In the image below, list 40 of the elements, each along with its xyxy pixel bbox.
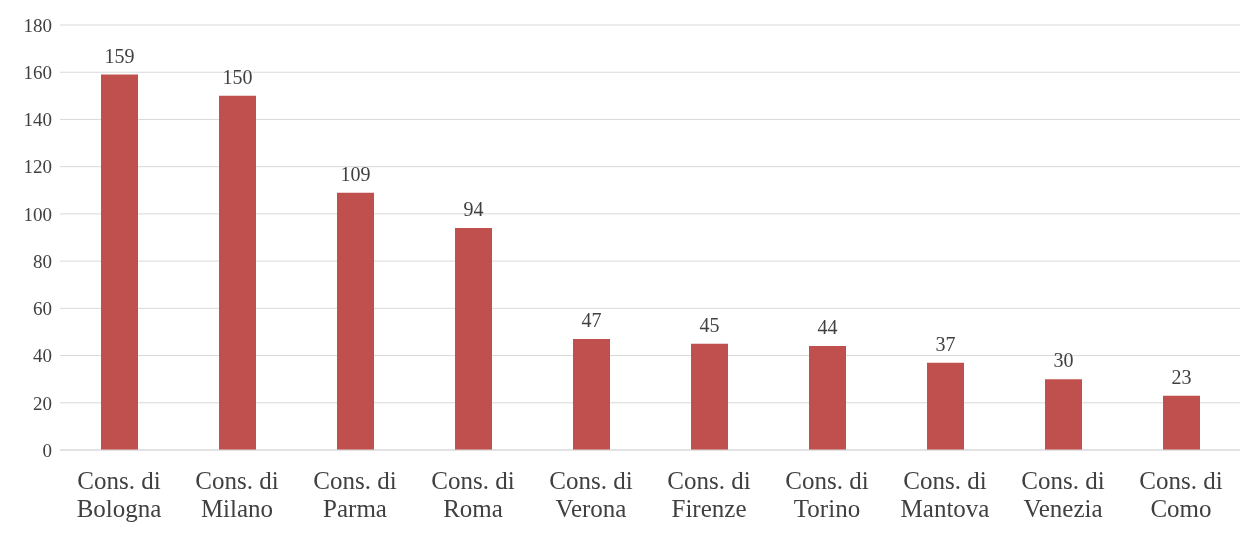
y-tick-label: 20 xyxy=(33,392,52,414)
y-tick-label: 120 xyxy=(23,156,52,178)
bar xyxy=(455,228,492,450)
y-tick-label: 0 xyxy=(42,439,52,461)
x-tick-label: Cons. di Venezia xyxy=(1021,466,1105,523)
bar xyxy=(1045,379,1082,450)
bar xyxy=(691,343,728,450)
y-tick-label: 40 xyxy=(33,345,52,367)
data-label: 94 xyxy=(463,198,484,221)
data-label: 44 xyxy=(817,316,838,339)
bar xyxy=(337,192,374,450)
bar xyxy=(219,95,256,450)
bar xyxy=(809,346,846,450)
data-label: 47 xyxy=(581,309,602,332)
bar xyxy=(101,74,138,450)
bar xyxy=(573,339,610,450)
x-tick-label: Cons. di Verona xyxy=(549,466,633,523)
data-label: 109 xyxy=(340,162,371,185)
data-label: 45 xyxy=(699,313,720,336)
x-tick-label: Cons. di Roma xyxy=(431,466,515,523)
y-tick-label: 140 xyxy=(23,109,52,131)
x-tick-label: Cons. di Mantova xyxy=(900,466,990,523)
x-tick-label: Cons. di Torino xyxy=(785,466,869,523)
x-tick-label: Cons. di Parma xyxy=(313,466,397,523)
y-tick-label: 80 xyxy=(33,250,52,272)
y-tick-label: 180 xyxy=(23,14,52,36)
data-label: 23 xyxy=(1171,365,1192,388)
x-tick-label: Cons. di Milano xyxy=(195,466,279,523)
data-label: 159 xyxy=(104,44,135,67)
data-label: 30 xyxy=(1053,349,1074,372)
x-tick-label: Cons. di Como xyxy=(1139,466,1223,523)
data-label: 37 xyxy=(935,332,956,355)
x-tick-label: Cons. di Bologna xyxy=(76,466,162,523)
data-label: 150 xyxy=(222,65,253,88)
y-tick-label: 160 xyxy=(23,61,52,83)
y-tick-label: 60 xyxy=(33,298,52,320)
y-tick-label: 100 xyxy=(23,203,52,225)
bar xyxy=(1163,395,1200,450)
x-tick-label: Cons. di Firenze xyxy=(667,466,751,523)
bar xyxy=(927,362,964,450)
